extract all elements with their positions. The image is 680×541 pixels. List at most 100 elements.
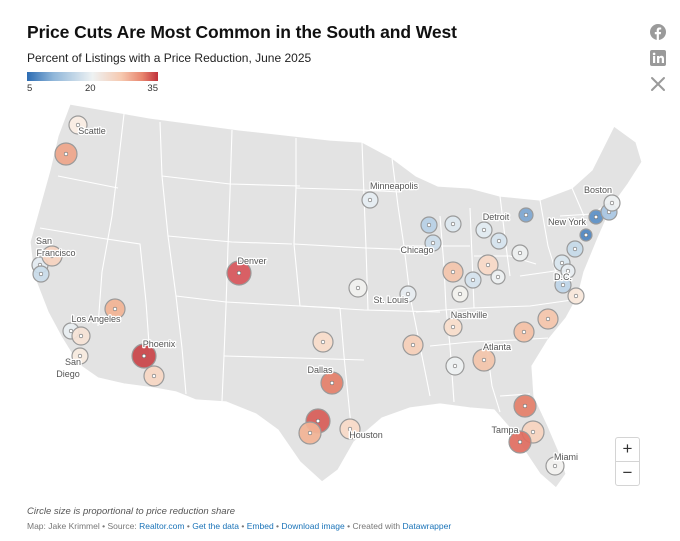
city-label-4: New York: [548, 217, 587, 227]
city-dot-0: [75, 122, 81, 128]
size-note: Circle size is proportional to price red…: [27, 506, 236, 517]
city-dot-48: [530, 429, 536, 435]
city-dot-42: [151, 373, 157, 379]
city-label-7: Chicago: [400, 245, 433, 255]
city-dot-11: [609, 200, 615, 206]
source-prefix: Source:: [107, 521, 137, 531]
city-dot-34: [545, 316, 551, 322]
city-label-11: Los Angeles: [71, 314, 121, 324]
city-label-2: Detroit: [483, 212, 510, 222]
chart-subtitle: Percent of Listings with a Price Reducti…: [27, 51, 312, 65]
city-dot-17: [485, 262, 491, 268]
us-land: [29, 103, 643, 489]
city-dot-15: [559, 260, 565, 266]
city-dot-18: [470, 277, 476, 283]
city-label-9: D.C.: [554, 272, 572, 282]
legend-labels: 5 20 35: [27, 81, 158, 94]
city-dot-8: [430, 240, 436, 246]
city-dot-5: [481, 227, 487, 233]
land-group: [29, 103, 643, 489]
city-label-0: Scattle: [78, 126, 106, 136]
city-dot-3: [426, 222, 432, 228]
facebook-icon[interactable]: [650, 24, 666, 40]
city-dot-35: [521, 329, 527, 335]
city-dot-30: [112, 306, 118, 312]
city-dot-39: [77, 353, 83, 359]
city-dot-27: [236, 270, 242, 276]
city-dot-22: [573, 293, 579, 299]
share-bar: [650, 24, 666, 92]
city-dot-13: [572, 246, 578, 252]
city-dot-16: [450, 269, 456, 275]
city-label-15: San: [65, 357, 81, 367]
legend-max-label: 35: [147, 83, 158, 94]
map-credit: Map: Jake Krimmel: [27, 521, 100, 531]
city-label-12: Nashville: [451, 310, 488, 320]
city-dot-45: [315, 418, 321, 424]
legend-gradient-bar: [27, 72, 158, 81]
city-dot-43: [329, 380, 335, 386]
city-label-6: Francisco: [36, 248, 75, 258]
city-dot-9: [593, 214, 599, 220]
color-legend: 5 20 35: [27, 72, 158, 94]
city-label-17: Dallas: [307, 365, 333, 375]
us-map[interactable]: Scattle Minneapolis Detroit Boston New York S…: [0, 96, 680, 496]
city-label-14: Atlanta: [483, 342, 511, 352]
city-dot-1: [63, 151, 69, 157]
city-dot-44: [522, 403, 528, 409]
zoom-control: + −: [615, 437, 640, 486]
city-label-19: Tampa: [491, 425, 518, 435]
city-dot-26: [49, 253, 55, 259]
zoom-out-button[interactable]: −: [616, 461, 639, 485]
state-borders: [39, 113, 605, 437]
legend-mid-label: 20: [85, 83, 96, 94]
embed-link[interactable]: Embed: [246, 521, 274, 531]
get-data-link[interactable]: Get the data: [192, 521, 240, 531]
city-dot-7: [496, 238, 502, 244]
city-labels: Scattle Minneapolis Detroit Boston New York S…: [35, 125, 614, 464]
city-dot-20: [495, 274, 501, 280]
city-dot-31: [68, 328, 74, 334]
chart-title: Price Cuts Are Most Common in the South …: [27, 22, 457, 42]
city-dot-6: [523, 212, 529, 218]
city-label-16: Diego: [56, 369, 80, 379]
city-dot-19: [457, 291, 463, 297]
city-dot-2: [367, 197, 373, 203]
datawrapper-link[interactable]: Datawrapper: [402, 521, 452, 531]
zoom-in-button[interactable]: +: [622, 439, 633, 458]
city-dot-25: [38, 271, 44, 277]
city-dot-29: [405, 291, 411, 297]
city-dot-40: [481, 357, 487, 363]
city-dot-46: [307, 430, 313, 436]
city-dot-4: [450, 221, 456, 227]
city-label-8: Denver: [237, 256, 266, 266]
city-dot-49: [517, 439, 523, 445]
city-dot-32: [78, 333, 84, 339]
city-label-18: Houston: [349, 430, 383, 440]
city-bubbles: [31, 115, 621, 476]
city-label-5: San: [36, 236, 52, 246]
download-image-link[interactable]: Download image: [281, 521, 345, 531]
city-dot-23: [565, 268, 571, 274]
city-dot-12: [583, 232, 589, 238]
city-dot-38: [141, 353, 147, 359]
created-with-prefix: Created with: [352, 521, 401, 531]
city-dot-21: [560, 282, 566, 288]
footer: Map: Jake Krimmel • Source: Realtor.com …: [27, 521, 452, 531]
city-label-13: Phoenix: [143, 339, 176, 349]
source-link[interactable]: Realtor.com: [139, 521, 185, 531]
city-dot-37: [320, 339, 326, 345]
x-twitter-icon[interactable]: [650, 76, 666, 92]
city-dot-41: [452, 363, 458, 369]
city-label-3: Boston: [584, 185, 612, 195]
city-label-1: Minneapolis: [370, 181, 419, 191]
city-dot-47: [347, 426, 353, 432]
city-dot-50: [552, 463, 558, 469]
linkedin-icon[interactable]: [650, 50, 666, 66]
city-label-20: Miami: [554, 452, 578, 462]
city-dot-33: [450, 324, 456, 330]
city-label-10: St. Louis: [373, 295, 409, 305]
city-dot-28: [355, 285, 361, 291]
legend-min-label: 5: [27, 83, 33, 94]
city-dot-14: [517, 250, 523, 256]
